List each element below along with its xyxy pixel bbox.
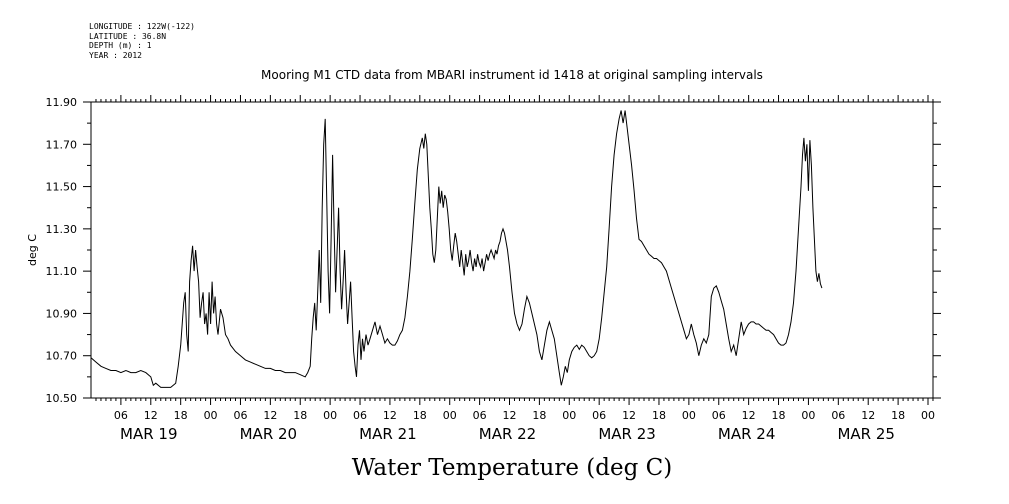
x-tick-label: 18 [413, 409, 427, 422]
day-label: MAR 23 [598, 425, 655, 443]
y-tick-labels: 10.50 10.70 10.90 11.10 11.30 11.50 11.70 11.90 [46, 96, 78, 405]
day-label: MAR 22 [479, 425, 536, 443]
x-tick-label: 18 [652, 409, 666, 422]
chart-title: Mooring M1 CTD data from MBARI instrumen… [261, 68, 763, 82]
x-tick-label: 12 [144, 409, 158, 422]
x-tick-label: 06 [233, 409, 247, 422]
year-label: YEAR : 2012 [89, 50, 142, 60]
y-axis-label: deg C [26, 234, 39, 266]
y-tick-label: 10.90 [46, 307, 78, 320]
latitude-label: LATITUDE : 36.8N [89, 31, 167, 41]
x-tick-label: 12 [742, 409, 756, 422]
day-label: MAR 19 [120, 425, 177, 443]
axes [83, 95, 941, 405]
x-tick-label: 18 [891, 409, 905, 422]
x-tick-label: 06 [712, 409, 726, 422]
x-tick-label: 06 [353, 409, 367, 422]
y-tick-label: 11.70 [46, 138, 78, 151]
x-tick-labels: 06 12 18 00 06 12 18 00 06 12 18 00 06 12 18 00 06 12 18 00… [114, 409, 935, 422]
x-tick-label: 06 [831, 409, 845, 422]
x-tick-label: 00 [921, 409, 935, 422]
x-tick-label: 06 [592, 409, 606, 422]
x-tick-label: 12 [861, 409, 875, 422]
metadata-block: LONGITUDE : 122W(-122) LATITUDE : 36.8N … [89, 22, 195, 60]
x-tick-label: 06 [114, 409, 128, 422]
x-tick-label: 18 [293, 409, 307, 422]
x-tick-label: 00 [801, 409, 815, 422]
day-label: MAR 20 [240, 425, 297, 443]
y-tick-label: 10.50 [46, 392, 78, 405]
y-tick-label: 11.30 [46, 223, 78, 236]
x-tick-label: 12 [263, 409, 277, 422]
day-labels: MAR 19 MAR 20 MAR 21 MAR 22 MAR 23 MAR 24 MAR … [120, 425, 895, 443]
x-tick-label: 12 [503, 409, 517, 422]
y-tick-label: 11.10 [46, 265, 78, 278]
x-tick-label: 12 [622, 409, 636, 422]
x-tick-label: 12 [383, 409, 397, 422]
y-tick-label: 10.70 [46, 350, 78, 363]
x-tick-label: 00 [323, 409, 337, 422]
x-tick-label: 18 [772, 409, 786, 422]
y-tick-label: 11.50 [46, 181, 78, 194]
day-label: MAR 24 [718, 425, 775, 443]
x-tick-label: 00 [443, 409, 457, 422]
x-tick-label: 00 [204, 409, 218, 422]
depth-label: DEPTH (m) : 1 [89, 41, 152, 51]
x-tick-label: 18 [174, 409, 188, 422]
x-axis-label: Water Temperature (deg C) [352, 455, 672, 481]
series-line-water-temperature [90, 110, 823, 388]
x-tick-label: 00 [682, 409, 696, 422]
day-label: MAR 21 [359, 425, 416, 443]
x-tick-label: 18 [532, 409, 546, 422]
x-tick-label: 00 [562, 409, 576, 422]
day-label: MAR 25 [837, 425, 894, 443]
x-tick-label: 06 [473, 409, 487, 422]
longitude-label: LONGITUDE : 122W(-122) [89, 22, 195, 31]
y-tick-label: 11.90 [46, 96, 78, 109]
